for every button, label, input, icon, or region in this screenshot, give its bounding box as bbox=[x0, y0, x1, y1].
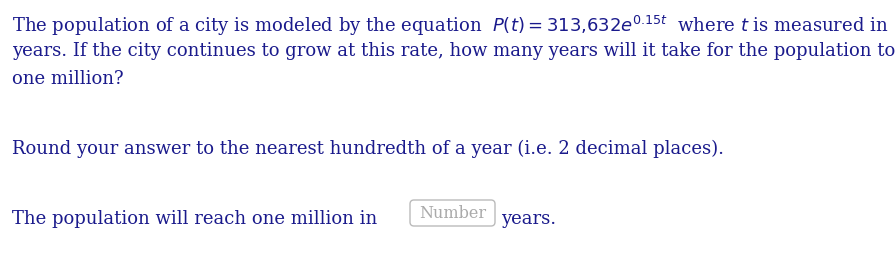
Text: The population of a city is modeled by the equation  $P(t) = 313{,}632e^{0.15t}$: The population of a city is modeled by t… bbox=[12, 14, 888, 38]
Text: years.: years. bbox=[501, 210, 556, 228]
FancyBboxPatch shape bbox=[410, 200, 495, 226]
Text: The population will reach one million in: The population will reach one million in bbox=[12, 210, 383, 228]
Text: Round your answer to the nearest hundredth of a year (i.e. 2 decimal places).: Round your answer to the nearest hundred… bbox=[12, 140, 724, 158]
Text: Number: Number bbox=[419, 204, 486, 222]
Text: one million?: one million? bbox=[12, 70, 124, 88]
Text: years. If the city continues to grow at this rate, how many years will it take f: years. If the city continues to grow at … bbox=[12, 42, 896, 60]
